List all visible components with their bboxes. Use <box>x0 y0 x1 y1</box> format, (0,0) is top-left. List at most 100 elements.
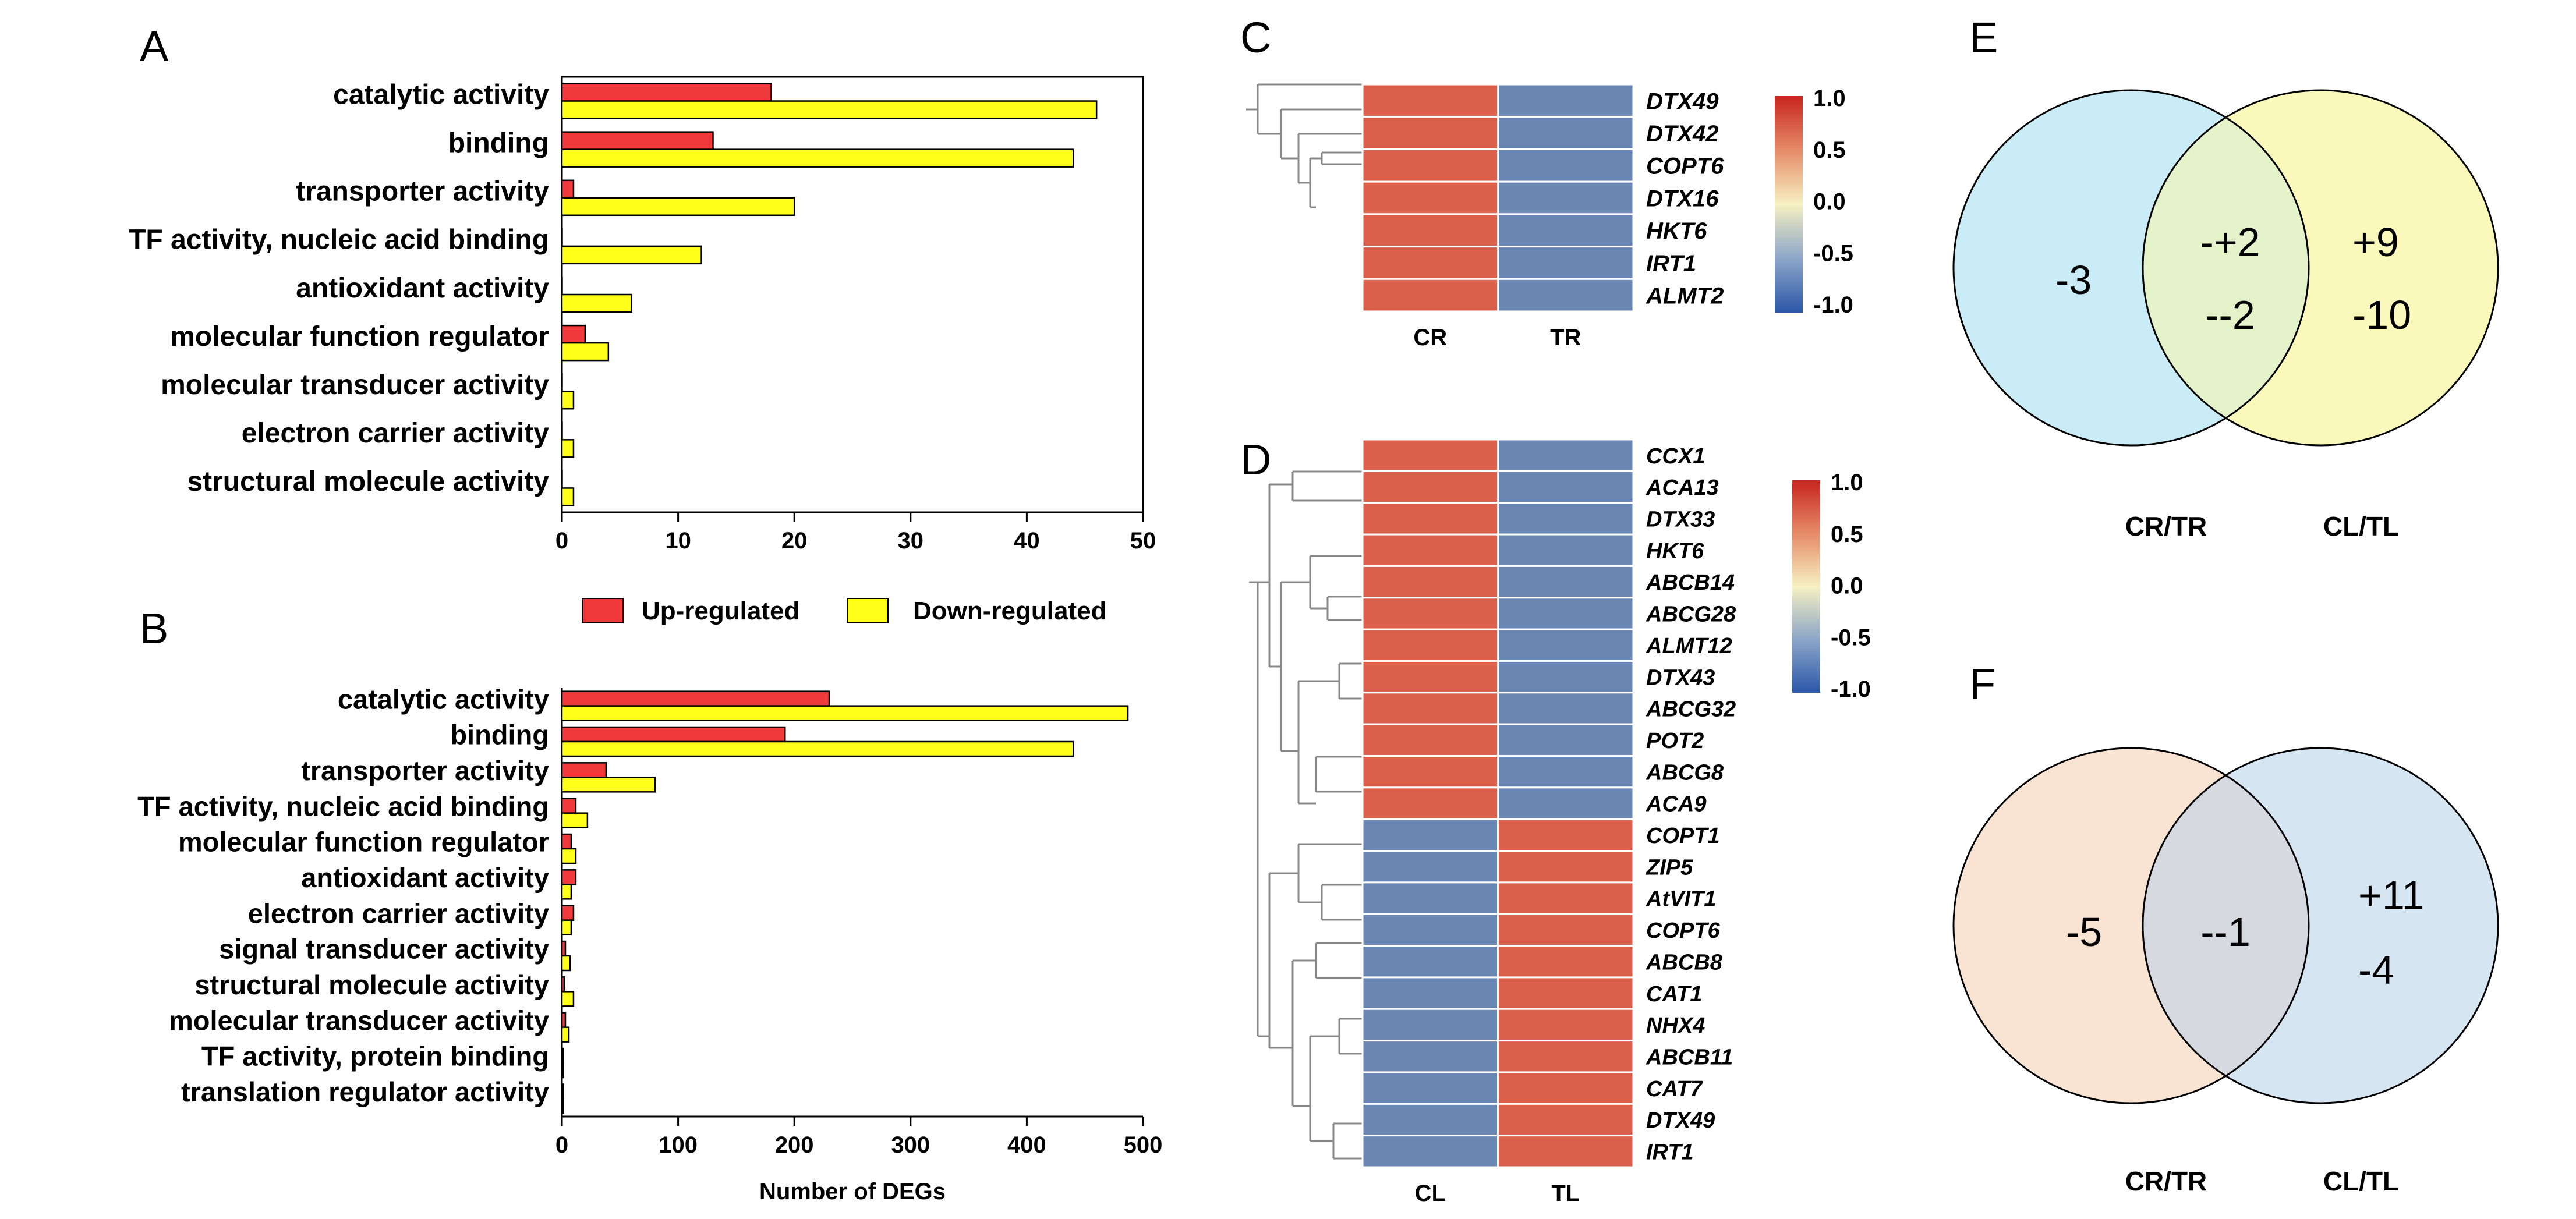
legend-swatch-down <box>847 598 889 623</box>
category-label-structural-molecule-activity: structural molecule activity <box>194 969 549 1000</box>
heat-cell-zip5-tl <box>1497 850 1634 884</box>
bar-down-regulated-antioxidant-activity <box>561 884 572 900</box>
bar-chart-a: catalytic activity binding transporter act… <box>129 76 1156 554</box>
gene-label-hkt6: HKT6 <box>1646 539 1704 564</box>
gene-label-dtx49: DTX49 <box>1646 1108 1715 1133</box>
heat-cell-aca9-cl <box>1361 786 1499 820</box>
heat-cell-dtx33-cl <box>1361 502 1499 536</box>
bar-down-regulated-binding <box>561 740 1074 757</box>
bar-down-regulated-structural-molecule-activity <box>561 487 575 506</box>
heat-cell-irt1-tr <box>1497 246 1634 280</box>
bar-up-regulated-molecular-function-regulator <box>561 324 586 344</box>
column-label-cr: CR <box>1413 325 1447 350</box>
bar-down-regulated-electron-carrier-activity <box>561 919 572 935</box>
venn-f-right-outline <box>2142 747 2499 1104</box>
heat-cell-abcg32-cl <box>1361 692 1499 725</box>
bar-down-regulated-antioxidant-activity <box>561 293 633 313</box>
x-tick-label-400: 400 <box>1007 1132 1046 1158</box>
category-label-molecular-function-regulator: molecular function regulator <box>170 321 549 352</box>
legend: Up-regulated Down-regulated <box>582 597 1106 625</box>
column-label-tl: TL <box>1551 1181 1580 1206</box>
bar-up-regulated-binding <box>561 131 714 150</box>
bar-up-regulated-molecular-function-regulator <box>561 833 572 850</box>
venn-f-left-only: -5 <box>2066 909 2102 955</box>
colorbar-tick-0-5: -0.5 <box>1813 240 1853 266</box>
gene-label-copt6: COPT6 <box>1646 919 1721 943</box>
venn-f-overlap-value: --1 <box>2200 909 2251 955</box>
dendrogram-c <box>1246 83 1363 208</box>
bar-down-regulated-structural-molecule-activity <box>561 991 575 1007</box>
venn-e: -3 -+2 --2 +9 -10 CR/TR CL/TL <box>1952 89 2499 541</box>
heat-cell-copt6-cl <box>1361 913 1499 947</box>
gene-label-atvit1: AtVIT1 <box>1646 887 1716 912</box>
category-label-tf-activity-nucleic-acid-binding: TF activity, nucleic acid binding <box>129 225 549 256</box>
category-label-catalytic-activity: catalytic activity <box>338 683 549 714</box>
bar-up-regulated-antioxidant-activity <box>561 869 577 885</box>
bar-up-regulated-signal-transducer-activity <box>561 940 567 957</box>
bar-up-regulated-catalytic-activity <box>561 83 772 102</box>
bar-up-regulated-catalytic-activity <box>561 690 830 707</box>
bar-up-regulated-tf-activity-protein-binding <box>561 1047 564 1064</box>
bar-chart-b: catalytic activity binding transporter act… <box>137 683 1162 1204</box>
venn-f-right-up: +11 <box>2358 873 2425 918</box>
gene-label-zip5: ZIP5 <box>1646 855 1693 880</box>
heat-cell-dtx16-tr <box>1497 180 1634 215</box>
panel-letter-d: D <box>1240 435 1271 484</box>
venn-e-set-left: CR/TR <box>2125 511 2207 541</box>
bar-down-regulated-electron-carrier-activity <box>561 439 575 458</box>
colorbar-tick-0-5: 0.5 <box>1831 522 1863 547</box>
venn-f-overlap <box>2142 775 2309 1076</box>
gene-label-abcg8: ABCG8 <box>1646 760 1724 785</box>
heat-cell-abcg8-tl <box>1497 754 1634 789</box>
bar-down-regulated-catalytic-activity <box>561 705 1129 721</box>
heat-cell-abcb8-tl <box>1497 945 1634 979</box>
heat-cell-dtx49-cl <box>1361 1103 1499 1137</box>
panel-letter-c: C <box>1240 13 1271 62</box>
gene-label-nhx4: NHX4 <box>1646 1014 1705 1038</box>
category-label-molecular-transducer-activity: molecular transducer activity <box>169 1005 549 1036</box>
x-tick-label-20: 20 <box>781 528 808 554</box>
bar-down-regulated-translation-regulator-activity <box>561 1098 564 1114</box>
heat-cell-copt1-tl <box>1497 818 1634 852</box>
colorbar-tick-0-5: 0.5 <box>1813 137 1846 163</box>
gene-label-cat7: CAT7 <box>1646 1077 1703 1101</box>
bar-down-regulated-binding <box>561 148 1074 168</box>
category-label-electron-carrier-activity: electron carrier activity <box>242 418 550 449</box>
gene-label-abcb11: ABCB11 <box>1646 1045 1733 1069</box>
column-label-cl: CL <box>1415 1181 1446 1206</box>
colorbar-tick-0-0: 0.0 <box>1831 573 1863 599</box>
heat-cell-abcg8-cl <box>1361 754 1499 789</box>
heat-cell-dtx42-cr <box>1361 116 1499 150</box>
colorbar-tick-0-0: 0.0 <box>1813 189 1846 215</box>
venn-e-right-up: +9 <box>2352 219 2399 265</box>
heat-cell-almt12-cl <box>1361 628 1499 662</box>
heat-cell-irt1-cr <box>1361 246 1499 280</box>
heat-cell-dtx42-tr <box>1497 116 1634 150</box>
panel-letter-e: E <box>1969 13 1998 62</box>
heat-cell-almt2-cr <box>1361 278 1499 313</box>
bar-down-regulated-transporter-activity <box>561 777 656 793</box>
heat-cell-nhx4-cl <box>1361 1008 1499 1042</box>
bar-down-regulated-transporter-activity <box>561 197 795 217</box>
heat-cell-dtx49-tr <box>1497 83 1634 118</box>
heat-cell-irt1-cl <box>1361 1135 1499 1168</box>
column-label-tr: TR <box>1550 325 1581 350</box>
bar-down-regulated-tf-activity-nucleic-acid-binding <box>561 812 589 828</box>
category-label-tf-activity-protein-binding: TF activity, protein binding <box>201 1041 549 1072</box>
colorbar-tick-1-0: -1.0 <box>1831 676 1871 702</box>
gene-label-dtx33: DTX33 <box>1646 508 1715 532</box>
gene-label-copt6: COPT6 <box>1646 154 1724 179</box>
heat-cell-abcb11-cl <box>1361 1040 1499 1073</box>
venn-e-left-only: -3 <box>2055 257 2092 303</box>
gene-label-abcg28: ABCG28 <box>1646 603 1736 627</box>
bar-up-regulated-molecular-transducer-activity <box>561 1012 567 1028</box>
heat-cell-hkt6-tr <box>1497 213 1634 248</box>
category-label-catalytic-activity: catalytic activity <box>333 79 549 110</box>
bar-up-regulated-transporter-activity <box>561 179 575 199</box>
x-tick-label-300: 300 <box>891 1132 930 1158</box>
venn-e-overlap <box>2142 117 2309 419</box>
category-label-transporter-activity: transporter activity <box>301 755 549 786</box>
x-tick-label-200: 200 <box>775 1132 814 1158</box>
heat-cell-almt12-tl <box>1497 628 1634 662</box>
